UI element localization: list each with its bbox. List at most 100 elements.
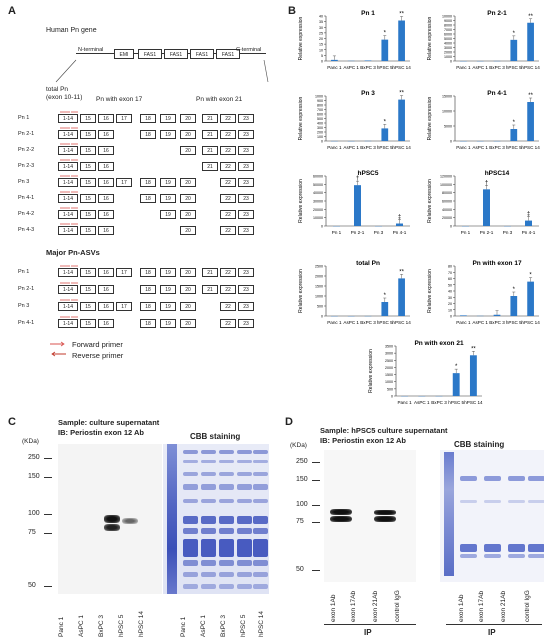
cbb-band <box>237 499 252 503</box>
chart-bar <box>525 220 532 226</box>
variant-exon-box: 23 <box>238 178 254 187</box>
cbb-lane <box>460 450 477 582</box>
variant-exon-box: 23 <box>238 114 254 123</box>
cbb-band <box>219 484 234 490</box>
chart-ytick-label: 1000 <box>385 380 393 384</box>
variant-exon-box: 16 <box>98 178 114 187</box>
lane-label: exon 1Ab <box>458 594 465 622</box>
variant-exon-box: 23 <box>238 210 254 219</box>
cbb-band <box>201 516 216 524</box>
variant-exon-box: 21 <box>202 130 218 139</box>
cbb-lane <box>508 450 525 582</box>
major-primer-arrows <box>60 282 78 284</box>
chart-title: Pn 2-1 <box>487 10 507 17</box>
marker-tick <box>312 522 320 523</box>
cbb-band <box>253 560 268 566</box>
gene-expansion-lines <box>55 59 269 83</box>
variant-exon-box: 22 <box>220 146 236 155</box>
chart-significance: † <box>485 180 488 186</box>
chart-bar <box>364 60 372 61</box>
chart-ytick-label: 800 <box>317 104 323 108</box>
major-row-label: Pn 3 <box>18 303 30 309</box>
fas1-domain-2: FAS1 <box>164 49 188 59</box>
cbb-band <box>237 450 252 454</box>
chart-xtick-label: AsPC 1 <box>343 145 359 150</box>
major-exon-box: 19 <box>160 285 176 294</box>
chart-ytick-label: 300 <box>317 126 323 130</box>
chart-significance: ** <box>399 91 404 97</box>
major-exon-box: 21 <box>202 285 218 294</box>
variant-row-label: Pn 2-1 <box>18 131 35 137</box>
chart-6: total Pn Relative expression 0 500 1000 1500 2… <box>298 260 411 325</box>
marker-tick <box>44 586 52 587</box>
cbb-band <box>201 584 216 589</box>
c-ib-label: IB: Periostin exon 12 Ab <box>58 428 144 437</box>
chart-bar <box>527 281 534 316</box>
chart-bar <box>460 315 467 316</box>
marker-label: 50 <box>28 582 36 589</box>
variant-exon-box: 22 <box>220 210 236 219</box>
marker-label: 150 <box>296 476 308 483</box>
variant-primer-arrows <box>60 191 78 193</box>
chart-ytick-label: 10 <box>448 308 452 312</box>
cbb-band <box>237 528 252 534</box>
d-kda-label: (KDa) <box>290 442 307 449</box>
marker-label: 75 <box>28 529 36 536</box>
marker-label: 100 <box>28 510 40 517</box>
d-ip-bracket-2 <box>446 624 542 625</box>
chart-ylabel: Relative expression <box>427 96 433 140</box>
cbb-lane <box>528 450 544 582</box>
major-row-label: Pn 4-1 <box>18 320 35 326</box>
major-exon-box: 20 <box>180 302 196 311</box>
chart-ytick-label: 0 <box>321 60 323 64</box>
major-primer-arrows <box>60 299 78 301</box>
chart-ytick-label: 8000 <box>444 24 452 28</box>
chart-ytick-label: 1000 <box>444 55 452 59</box>
major-exon-box: 1-14 <box>58 268 78 277</box>
lane-label: AsPC 1 <box>200 614 207 637</box>
chart-ytick-label: 10000 <box>442 15 452 19</box>
chart-ytick-label: 2500 <box>315 265 323 269</box>
major-exon-box: 18 <box>140 302 156 311</box>
chart-xtick-label: Panc 1 <box>456 65 471 70</box>
chart-ytick-label: 100 <box>317 135 323 139</box>
cbb-band <box>219 460 234 463</box>
d-ib-label: IB: Periostin exon 12 Ab <box>320 436 406 445</box>
variant-exon-box: 1-14 <box>58 226 78 235</box>
lane-label: hPSC 14 <box>258 610 265 637</box>
cbb-band <box>183 450 198 454</box>
chart-xtick-label: Panc 1 <box>456 145 471 150</box>
variant-exon-box: 16 <box>98 162 114 171</box>
cbb-band <box>237 472 252 476</box>
chart-bar <box>354 185 361 226</box>
lane-label: exon 21Ab <box>372 590 379 622</box>
variant-exon-box: 20 <box>180 146 196 155</box>
chart-xtick-label: Pn 3 <box>374 230 384 235</box>
chart-ytick-label: 2000 <box>444 51 452 55</box>
cbb-band <box>183 484 198 490</box>
chart-significance: * <box>513 120 516 126</box>
chart-ytick-label: 1000 <box>315 95 323 99</box>
chart-xtick-label: Panc 1 <box>456 320 471 325</box>
chart-xtick-label: hPSC 5 <box>377 320 393 325</box>
chart-xtick-label: AsPC 1 <box>343 320 359 325</box>
major-exon-box: 18 <box>140 268 156 277</box>
variant-exon-box: 18 <box>140 194 156 203</box>
c-cbb-gel <box>163 444 269 594</box>
major-exon-box: 23 <box>238 302 254 311</box>
cbb-band <box>253 484 268 490</box>
chart-bar <box>510 39 518 61</box>
chart-significance: * <box>384 31 387 37</box>
cbb-lane <box>484 450 501 582</box>
chart-ytick-label: 10 <box>319 48 323 52</box>
major-exon-box: 15 <box>80 268 96 277</box>
cbb-band <box>219 539 234 557</box>
chart-ytick-label: 0 <box>450 225 452 229</box>
chart-ytick-label: 600 <box>317 113 323 117</box>
chart-ytick-label: 30000 <box>313 200 323 204</box>
cbb-lane <box>201 444 216 594</box>
chart-significance: † <box>356 176 359 182</box>
lane-label: AsPC 1 <box>78 614 85 637</box>
chart-significance: * <box>513 287 516 293</box>
cbb-lane <box>183 444 198 594</box>
